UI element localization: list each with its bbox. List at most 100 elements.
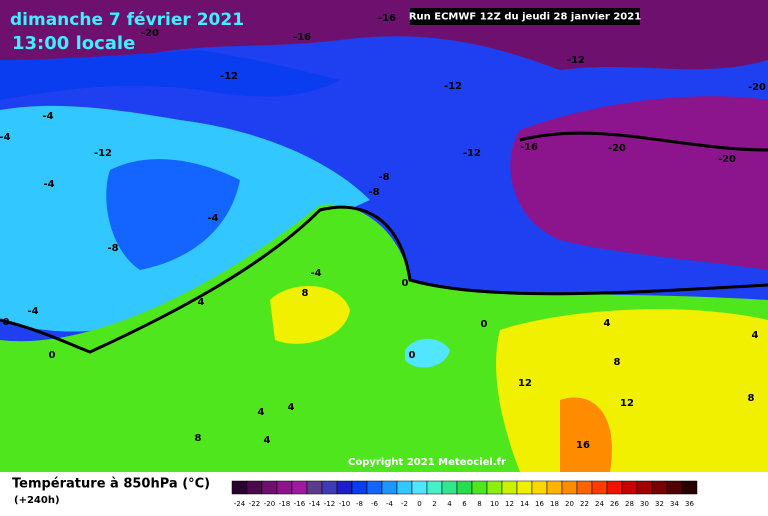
- contour-label: -4: [27, 306, 38, 317]
- legend-title: Température à 850hPa (°C): [12, 477, 210, 492]
- contour-label: -12: [94, 148, 112, 159]
- legend-label: -16: [294, 500, 306, 508]
- legend-swatch: [276, 480, 293, 495]
- legend-swatch: [681, 480, 698, 495]
- contour-label: -20: [718, 154, 736, 165]
- legend-label: 26: [610, 500, 619, 508]
- legend-label: 22: [580, 500, 589, 508]
- legend-label: 12: [505, 500, 514, 508]
- contour-label: -4: [42, 111, 53, 122]
- legend-swatch: [471, 480, 488, 495]
- contour-label: -12: [463, 148, 481, 159]
- legend-label: 10: [490, 500, 499, 508]
- contour-label: 8: [302, 288, 309, 299]
- legend-label: 18: [550, 500, 559, 508]
- legend-swatch: [651, 480, 668, 495]
- contour-label: 0: [3, 317, 10, 328]
- legend-label: -22: [249, 500, 260, 508]
- legend-swatch: [666, 480, 683, 495]
- contour-label: 0: [49, 350, 56, 361]
- blue-area: [0, 50, 340, 100]
- warm-area: [496, 309, 768, 472]
- legend-label: 8: [477, 500, 481, 508]
- warm-area: [270, 286, 350, 344]
- contour-label: -4: [0, 132, 11, 143]
- legend-label: 14: [520, 500, 529, 508]
- legend-swatch: [381, 480, 398, 495]
- legend-swatch: [426, 480, 443, 495]
- legend-swatch: [561, 480, 578, 495]
- legend-label: 30: [640, 500, 649, 508]
- legend-swatch: [516, 480, 533, 495]
- legend-label: -2: [401, 500, 408, 508]
- legend-swatch: [291, 480, 308, 495]
- legend-swatch: [606, 480, 623, 495]
- contour-label: 16: [576, 440, 590, 451]
- contour-label: -4: [310, 268, 321, 279]
- legend-label: -6: [371, 500, 379, 508]
- contour-label: 4: [258, 407, 265, 418]
- contour-label: 12: [518, 378, 532, 389]
- contour-label: 4: [604, 318, 611, 329]
- legend-swatch: [231, 480, 248, 495]
- legend-label: 34: [670, 500, 679, 508]
- contour-label: -20: [608, 143, 626, 154]
- legend-label: -4: [386, 500, 394, 508]
- legend-label: 20: [565, 500, 574, 508]
- legend-label: 6: [462, 500, 467, 508]
- contour-label: -16: [378, 13, 396, 24]
- legend-label: -10: [339, 500, 350, 508]
- warm-area: [560, 397, 612, 472]
- contour-label: 0: [409, 350, 416, 361]
- legend-label: 24: [595, 500, 604, 508]
- legend-label: 16: [535, 500, 544, 508]
- contour-label: -8: [368, 187, 379, 198]
- contour-label: 12: [620, 398, 634, 409]
- legend-label: 36: [685, 500, 694, 508]
- legend-swatch: [261, 480, 278, 495]
- legend-swatch: [501, 480, 518, 495]
- contour-label: -20: [141, 28, 159, 39]
- contour-label: -12: [220, 71, 238, 82]
- run-box: [410, 8, 640, 25]
- legend-swatch: [441, 480, 458, 495]
- legend-swatch: [396, 480, 413, 495]
- contour-label: 4: [198, 297, 205, 308]
- contour-label: -12: [444, 81, 462, 92]
- map-time: 13:00 locale: [12, 33, 135, 54]
- legend-swatch: [546, 480, 563, 495]
- contour-label: -4: [207, 213, 218, 224]
- legend-subtitle: (+240h): [14, 495, 60, 506]
- contour-label: 0: [481, 319, 488, 330]
- legend-label: 28: [625, 500, 634, 508]
- legend-swatch: [576, 480, 593, 495]
- legend-swatch: [531, 480, 548, 495]
- legend-label: -20: [264, 500, 275, 508]
- contour-label: -16: [293, 32, 311, 43]
- legend-swatch: [621, 480, 638, 495]
- cold-area: [510, 96, 768, 270]
- legend-swatch: [636, 480, 653, 495]
- legend-label: -24: [234, 500, 246, 508]
- legend-swatch: [306, 480, 323, 495]
- map-date: dimanche 7 février 2021: [10, 10, 244, 30]
- run-info: Run ECMWF 12Z du jeudi 28 janvier 2021: [409, 12, 641, 23]
- contour-label: -8: [378, 172, 389, 183]
- contour-line: [0, 205, 768, 354]
- legend-swatch: [246, 480, 263, 495]
- legend-swatch: [411, 480, 428, 495]
- contour-line: [519, 131, 768, 152]
- contour-label: 0: [402, 278, 409, 289]
- contour-label: 4: [264, 435, 271, 446]
- legend-label: -12: [324, 500, 335, 508]
- blue-area: [106, 159, 240, 270]
- legend-label: 2: [432, 500, 436, 508]
- legend-swatch: [336, 480, 353, 495]
- contour-label: -8: [107, 243, 118, 254]
- contour-label: -12: [567, 55, 585, 66]
- cool-area: [405, 338, 450, 368]
- legend-swatch: [321, 480, 338, 495]
- contour-label: -16: [520, 142, 538, 153]
- contour-label: 8: [195, 433, 202, 444]
